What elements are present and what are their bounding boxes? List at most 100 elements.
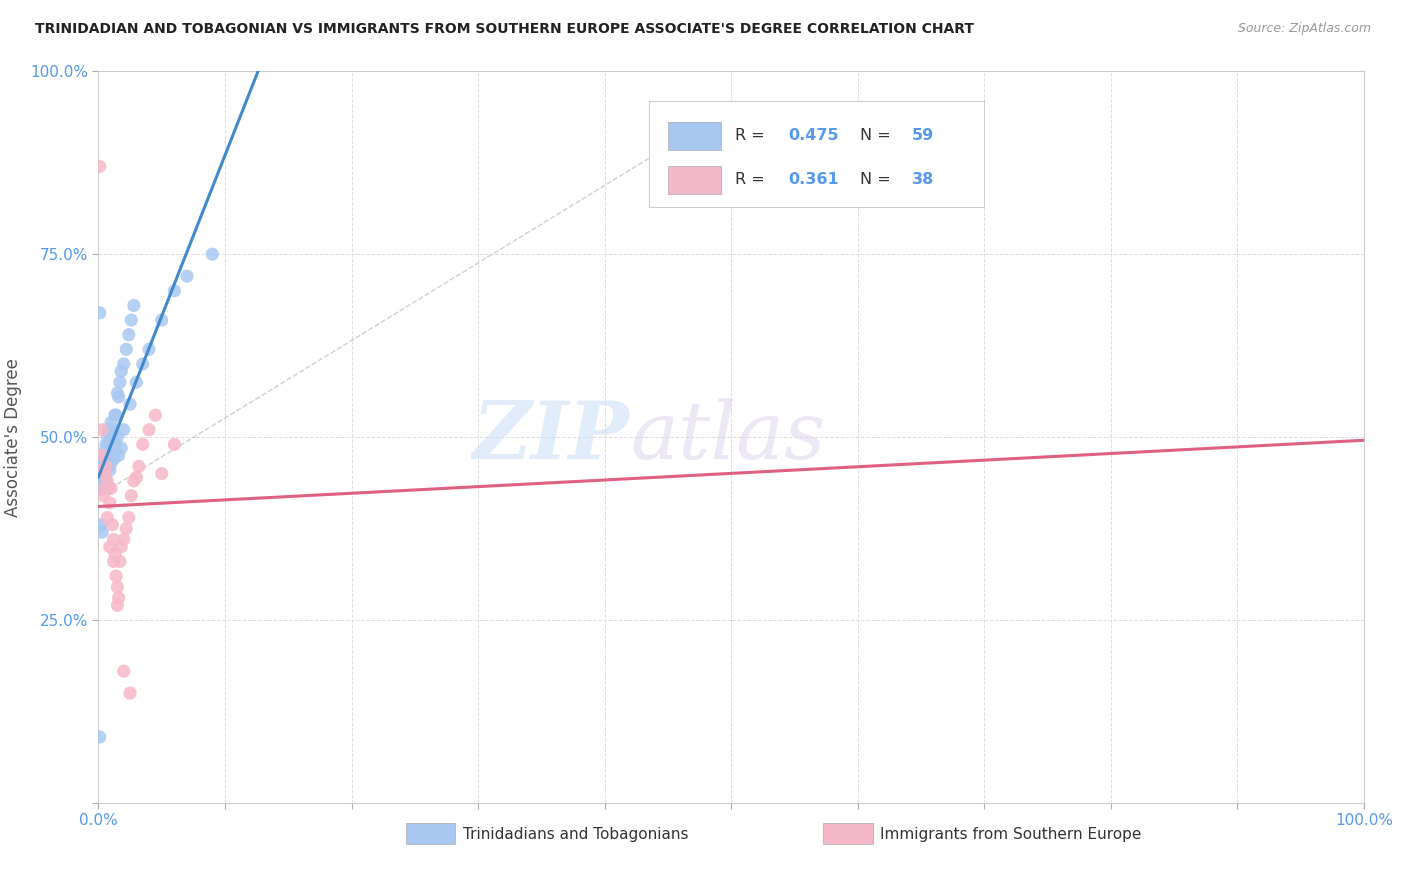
Point (90, 463, 112, 477)
Point (132, 437, 155, 451)
Point (94, 470, 117, 484)
Point (103, 554, 125, 568)
Text: TRINIDADIAN AND TOBAGONIAN VS IMMIGRANTS FROM SOUTHERN EUROPE ASSOCIATE'S DEGREE: TRINIDADIAN AND TOBAGONIAN VS IMMIGRANTS… (35, 22, 974, 37)
Point (96, 474, 118, 488)
Point (94, 459, 117, 474)
Text: 38: 38 (912, 172, 935, 187)
Point (110, 540, 132, 554)
Point (104, 408, 127, 422)
Point (115, 343, 138, 357)
Point (107, 599, 129, 613)
Point (201, 247, 224, 261)
Text: 59: 59 (912, 128, 935, 144)
Point (90, 517, 112, 532)
Point (115, 521, 138, 535)
Point (105, 569, 128, 583)
Point (90, 463, 112, 477)
Point (103, 430, 125, 444)
Point (128, 459, 150, 474)
Point (96, 510, 118, 524)
Point (104, 547, 127, 561)
Text: Immigrants from Southern Europe: Immigrants from Southern Europe (880, 827, 1142, 842)
Point (98, 463, 121, 477)
Point (103, 452, 125, 467)
Point (93, 467, 117, 481)
Point (91, 456, 114, 470)
Point (98, 496, 121, 510)
Text: R =: R = (735, 128, 770, 144)
Point (105, 408, 128, 422)
Point (112, 357, 135, 371)
Point (108, 376, 131, 390)
Point (101, 423, 124, 437)
Point (110, 441, 132, 455)
Text: 0.475: 0.475 (789, 128, 839, 144)
Text: N =: N = (860, 172, 896, 187)
Point (91, 448, 114, 462)
Point (112, 423, 135, 437)
Text: Source: ZipAtlas.com: Source: ZipAtlas.com (1237, 22, 1371, 36)
Point (120, 686, 141, 700)
Point (110, 364, 132, 378)
Point (101, 517, 124, 532)
Point (118, 327, 141, 342)
Point (145, 408, 166, 422)
Point (138, 423, 160, 437)
Point (96, 448, 118, 462)
Point (89, 160, 111, 174)
Point (89, 730, 111, 744)
FancyBboxPatch shape (648, 101, 984, 207)
Point (91, 474, 114, 488)
Point (93, 489, 115, 503)
Point (96, 430, 118, 444)
Point (91, 423, 114, 437)
Point (108, 554, 131, 568)
Point (93, 481, 115, 495)
Point (150, 313, 173, 327)
Text: ZIP: ZIP (472, 399, 630, 475)
Point (150, 467, 173, 481)
FancyBboxPatch shape (668, 122, 721, 150)
Text: atlas: atlas (630, 399, 825, 475)
Point (100, 456, 122, 470)
Point (125, 470, 148, 484)
Point (100, 481, 122, 495)
FancyBboxPatch shape (406, 823, 456, 845)
Text: N =: N = (860, 128, 896, 144)
Point (120, 397, 141, 411)
Point (94, 437, 117, 451)
Point (91, 470, 114, 484)
Point (120, 489, 142, 503)
Point (107, 448, 129, 462)
Point (94, 452, 117, 467)
Y-axis label: Associate's Degree: Associate's Degree (4, 358, 21, 516)
Text: Trinidadians and Tobagonians: Trinidadians and Tobagonians (463, 827, 689, 842)
Point (97, 459, 120, 474)
Point (138, 343, 160, 357)
Point (103, 533, 125, 547)
Point (97, 423, 120, 437)
Point (100, 444, 122, 458)
Point (120, 313, 142, 327)
Point (93, 459, 117, 474)
Point (98, 448, 121, 462)
Point (107, 386, 129, 401)
Text: R =: R = (735, 172, 770, 187)
Point (163, 284, 186, 298)
Point (97, 481, 120, 495)
Point (100, 416, 122, 430)
Point (107, 591, 129, 605)
Point (91, 525, 114, 540)
Point (93, 444, 117, 458)
FancyBboxPatch shape (824, 823, 873, 845)
Point (89, 467, 111, 481)
Point (93, 452, 115, 467)
Point (93, 481, 117, 495)
Point (122, 298, 145, 312)
Point (112, 664, 135, 678)
FancyBboxPatch shape (668, 166, 721, 194)
Point (125, 376, 148, 390)
Text: 0.361: 0.361 (789, 172, 839, 187)
Point (112, 533, 135, 547)
Point (101, 444, 124, 458)
